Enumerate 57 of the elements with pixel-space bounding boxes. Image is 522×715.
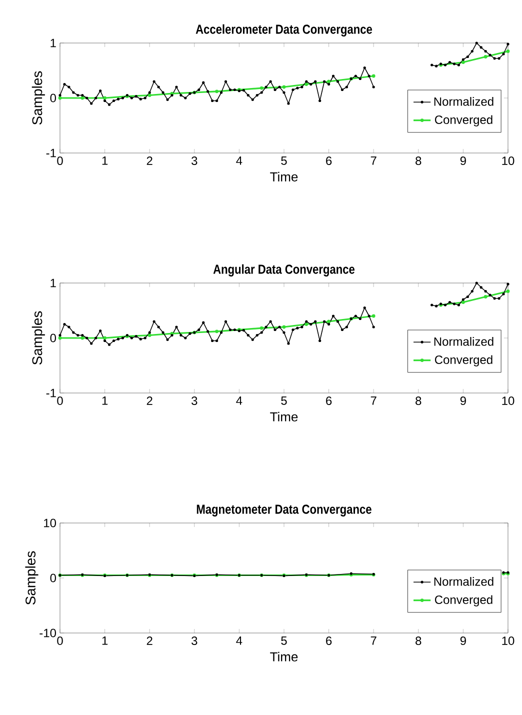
x-tick-label: 2 xyxy=(146,636,152,645)
x-tick-label: 3 xyxy=(192,156,198,166)
x-tick-label: 1 xyxy=(102,156,108,165)
y-tick-label: 1 xyxy=(50,38,56,48)
x-tick-label: 1 xyxy=(102,636,108,645)
x-tick-label: 9 xyxy=(460,156,466,166)
x-tick-label: 7 xyxy=(370,156,376,165)
x-tick-label: 0 xyxy=(57,636,63,646)
y-tick-label: 0 xyxy=(50,94,56,102)
legend-label: Converged xyxy=(434,355,492,366)
y-tick-label: -1 xyxy=(46,148,56,158)
legend-label: Converged xyxy=(434,115,492,126)
x-tick-label: 5 xyxy=(281,396,287,405)
x-tick-label: 3 xyxy=(192,636,198,646)
y-tick-label: 10 xyxy=(44,518,56,528)
x-tick-label: 10 xyxy=(502,636,514,646)
x-axis-title: Time xyxy=(270,412,298,422)
x-tick-label: 9 xyxy=(460,396,466,406)
y-tick-label: 1 xyxy=(50,278,56,288)
y-tick-label: -1 xyxy=(46,388,56,398)
x-tick-label: 7 xyxy=(370,396,376,405)
x-tick-label: 10 xyxy=(502,156,514,166)
x-tick-label: 8 xyxy=(416,396,422,406)
x-tick-label: 0 xyxy=(57,156,63,166)
chart-title: Magnetometer Data Convergance xyxy=(196,504,372,516)
x-tick-label: 0 xyxy=(57,396,63,406)
x-tick-label: 3 xyxy=(192,396,198,406)
y-tick-label: 0 xyxy=(50,574,56,582)
x-tick-label: 2 xyxy=(146,396,152,405)
x-tick-label: 6 xyxy=(326,636,332,646)
legend-label: Normalized xyxy=(434,337,494,346)
chart-title: Angular Data Convergance xyxy=(213,264,355,276)
x-tick-label: 8 xyxy=(416,636,422,646)
x-tick-label: 1 xyxy=(102,396,108,405)
x-tick-label: 6 xyxy=(326,156,332,166)
x-tick-label: 6 xyxy=(326,396,332,406)
y-axis-title: Samples xyxy=(25,551,38,605)
x-axis-title: Time xyxy=(270,652,298,662)
x-tick-label: 9 xyxy=(460,636,466,646)
legend-label: Converged xyxy=(434,595,492,606)
x-tick-label: 4 xyxy=(236,156,242,165)
x-tick-label: 5 xyxy=(281,156,287,165)
x-tick-label: 10 xyxy=(502,396,514,406)
x-tick-label: 4 xyxy=(236,396,242,405)
legend-label: Normalized xyxy=(434,577,494,586)
legend-label: Normalized xyxy=(434,97,494,106)
x-tick-label: 8 xyxy=(416,156,422,166)
x-axis-title: Time xyxy=(270,172,298,182)
x-tick-label: 4 xyxy=(236,636,242,645)
x-tick-label: 5 xyxy=(281,636,287,645)
y-tick-label: -10 xyxy=(40,628,56,638)
chart-title: Accelerometer Data Convergance xyxy=(196,24,372,36)
y-axis-title: Samples xyxy=(32,311,45,365)
x-tick-label: 2 xyxy=(146,156,152,165)
y-tick-label: 0 xyxy=(50,334,56,342)
x-tick-label: 7 xyxy=(370,636,376,645)
y-axis-title: Samples xyxy=(32,71,45,125)
